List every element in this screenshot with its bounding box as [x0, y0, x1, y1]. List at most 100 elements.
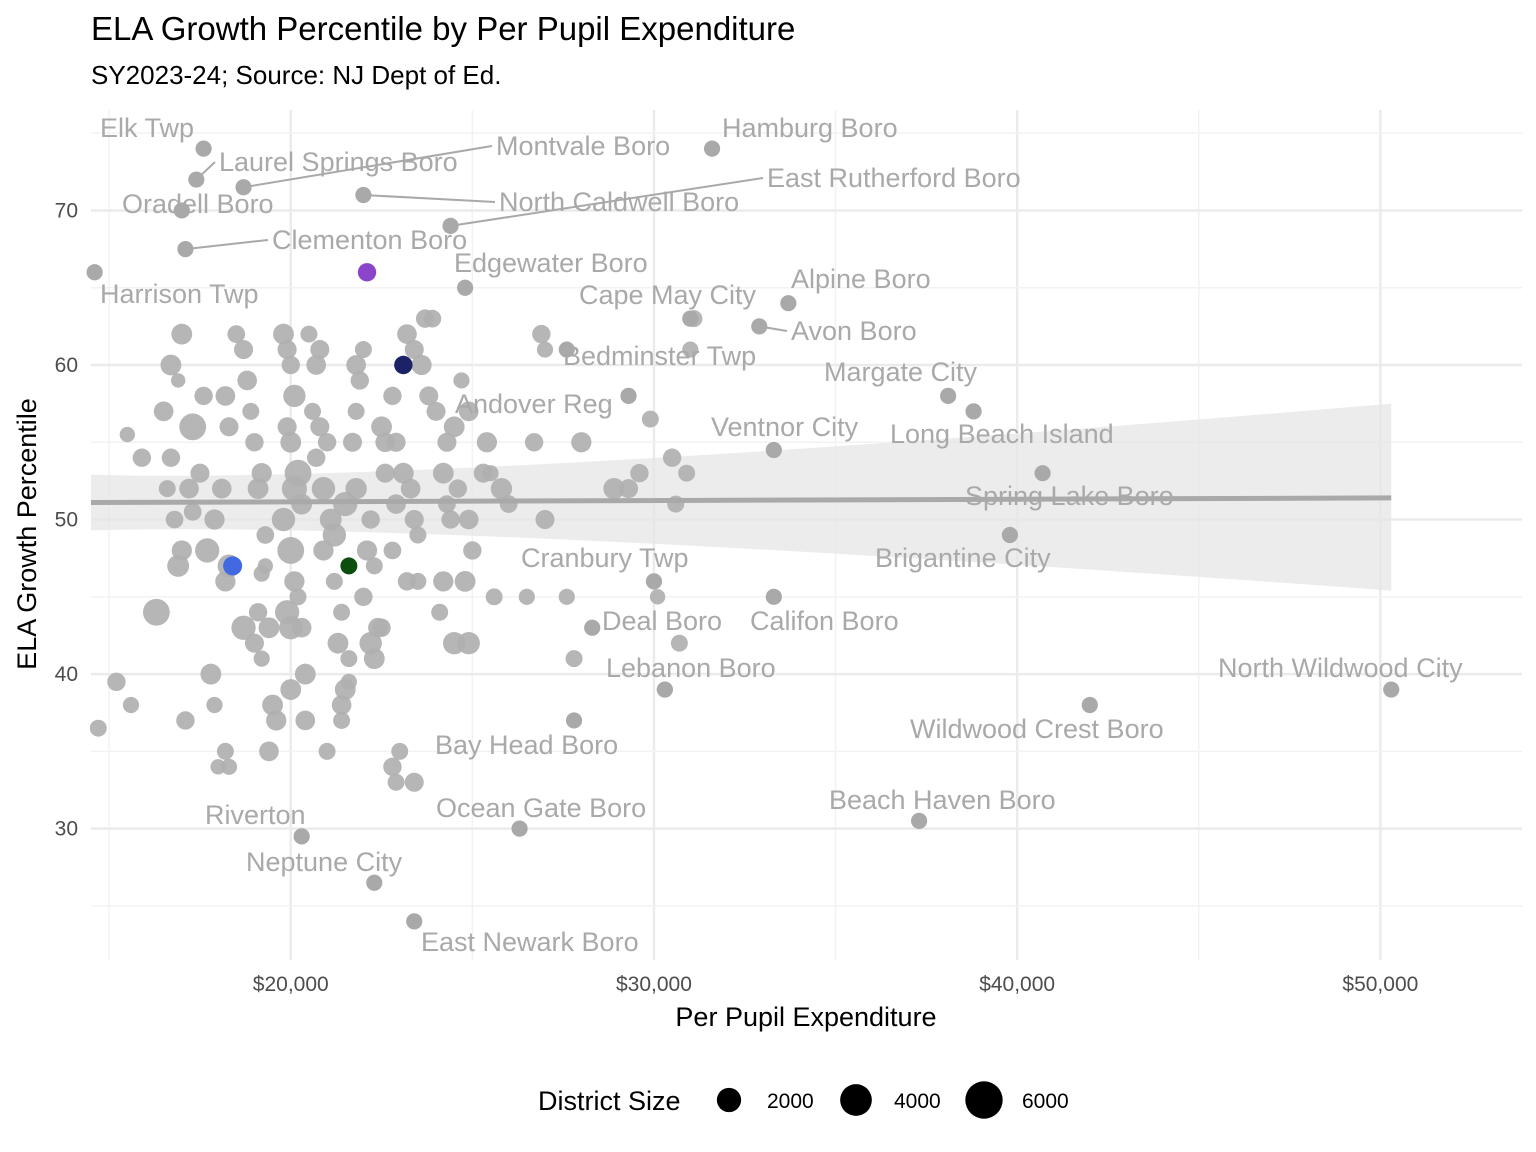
district-point [340, 673, 357, 690]
highlight-points [223, 263, 413, 576]
district-point [216, 742, 234, 760]
district-point [244, 633, 264, 653]
labeled-district-point [406, 913, 423, 930]
district-point [433, 571, 454, 592]
point-label: East Rutherford Boro [767, 163, 1021, 193]
district-point [437, 432, 457, 452]
district-point [662, 448, 682, 467]
point-label: Oradell Boro [122, 189, 274, 219]
district-point [630, 463, 649, 483]
district-point [331, 695, 352, 715]
x-tick-label: $40,000 [979, 973, 1055, 996]
district-point [215, 571, 236, 592]
district-point [313, 540, 334, 561]
district-point [499, 495, 518, 513]
district-point [432, 462, 454, 484]
point-label: Deal Boro [602, 606, 722, 636]
district-point [571, 432, 592, 453]
district-point [404, 772, 424, 792]
district-point [194, 386, 213, 406]
point-label: Bay Head Boro [435, 730, 618, 760]
labeled-district-point [584, 619, 601, 636]
district-point [251, 463, 272, 484]
district-point [458, 401, 479, 422]
district-point [304, 402, 322, 420]
point-label: Clementon Boro [272, 225, 467, 255]
legend-title: District Size [538, 1086, 681, 1116]
district-point [248, 603, 268, 622]
district-point [306, 448, 326, 467]
district-point [231, 615, 256, 640]
district-point [266, 710, 287, 731]
district-point [277, 537, 305, 564]
x-axis-label: Per Pupil Expenditure [675, 1002, 936, 1032]
district-point [294, 663, 316, 685]
district-point [171, 323, 193, 345]
legend-size-swatch [965, 1081, 1003, 1119]
district-point [211, 478, 232, 499]
district-point [271, 507, 296, 532]
chart-subtitle: SY2023-24; Source: NJ Dept of Ed. [91, 60, 501, 90]
district-point [603, 477, 625, 500]
label-connector [759, 325, 788, 332]
district-point [325, 572, 343, 590]
district-point [409, 572, 427, 590]
district-point [234, 340, 254, 360]
district-point [310, 417, 330, 437]
point-label: Edgewater Boro [454, 248, 648, 278]
district-point [361, 510, 380, 529]
axis-ticks: $20,000 $30,000 $40,000 $50,000 30 40 50 60 70 [55, 199, 1419, 996]
district-point [306, 355, 327, 375]
labeled-district-point [177, 240, 194, 258]
point-label: Cape May City [579, 280, 757, 310]
labeled-district-point [656, 681, 673, 698]
point-label: North Wildwood City [1218, 653, 1463, 683]
district-point [350, 371, 369, 390]
district-point [419, 386, 439, 406]
label-connector [243, 145, 493, 189]
highlighted-district-point [394, 355, 413, 375]
legend-size-swatch [840, 1084, 872, 1116]
district-point [277, 417, 297, 437]
point-label: Ocean Gate Boro [436, 793, 646, 823]
labeled-district-point [1081, 696, 1098, 714]
label-connector [195, 161, 216, 181]
district-point [678, 464, 696, 482]
labeled-district-point [565, 712, 583, 729]
labeled-district-point [765, 588, 782, 605]
legend-size-swatch [716, 1087, 742, 1113]
district-point [281, 355, 300, 375]
district-point [383, 757, 402, 777]
district-point [227, 325, 246, 343]
labeled-district-point [366, 874, 383, 891]
district-point [327, 632, 349, 654]
district-point [280, 679, 302, 700]
district-point [438, 495, 456, 513]
district-point [333, 711, 351, 729]
district-point [387, 773, 405, 791]
x-tick-label: $20,000 [253, 973, 329, 996]
district-point [347, 402, 365, 420]
labeled-district-point [910, 812, 928, 830]
district-point [485, 588, 503, 606]
district-point [318, 742, 336, 760]
district-point [160, 354, 182, 376]
district-point [476, 432, 498, 453]
district-point [532, 324, 551, 344]
district-point [363, 648, 385, 670]
district-point [317, 433, 337, 452]
district-point [386, 494, 406, 514]
district-point [89, 719, 107, 737]
confidence-band-area [91, 403, 1392, 591]
labeled-district-point [703, 140, 721, 157]
labeled-district-point [645, 573, 663, 590]
district-point [257, 558, 274, 574]
x-tick-label: $50,000 [1342, 973, 1418, 996]
point-label: Margate City [824, 357, 978, 387]
district-point [245, 433, 264, 452]
district-point [392, 462, 414, 484]
district-point [122, 696, 140, 714]
district-point [253, 650, 270, 667]
